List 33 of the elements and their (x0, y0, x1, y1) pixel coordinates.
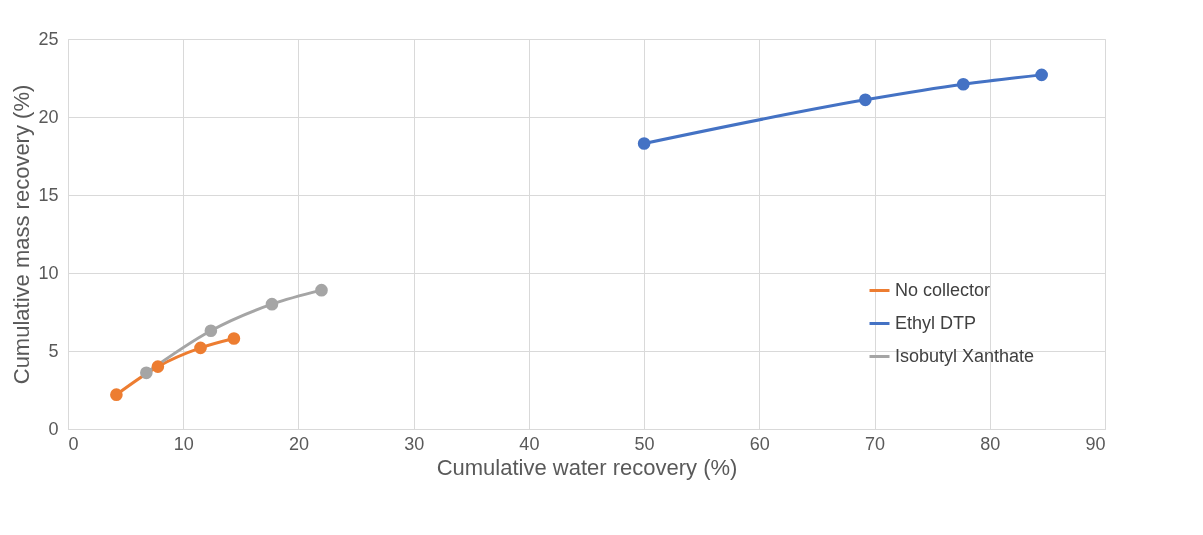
y-tick-label: 15 (38, 184, 59, 205)
x-tick-label: 80 (980, 433, 1001, 454)
point (265, 297, 279, 311)
x-tick-label: 20 (288, 433, 309, 454)
point (194, 341, 207, 355)
x-axis-title: Cumulative water recovery (%) (436, 454, 738, 480)
legend-label: Ethyl DTP (895, 312, 977, 333)
point (110, 388, 123, 401)
x-tick-label: 30 (404, 433, 425, 454)
point (140, 366, 153, 380)
legend-label: No collector (895, 279, 991, 300)
point (859, 93, 872, 107)
x-tick-label: 10 (173, 433, 194, 454)
x-tick-label: 0 (68, 433, 79, 454)
y-tick-label: 5 (48, 340, 59, 361)
x-tick-label: 90 (1085, 433, 1106, 454)
x-tick-label: 60 (749, 433, 770, 454)
point (204, 324, 218, 338)
point (956, 77, 970, 91)
point (1035, 68, 1048, 82)
legend-label: Isobutyl Xanthate (895, 345, 1035, 366)
x-tick-label: 70 (865, 433, 886, 454)
y-tick-label: 10 (38, 262, 59, 283)
y-axis-title: Cumulative mass recovery (%) (9, 84, 35, 385)
y-tick-label: 20 (38, 106, 59, 127)
x-tick-label: 40 (519, 433, 540, 454)
y-tick-label: 25 (38, 28, 59, 49)
point (227, 332, 241, 345)
x-tick-label: 50 (634, 433, 655, 454)
point (151, 360, 165, 373)
y-tick-label: 0 (48, 418, 59, 439)
point (637, 137, 651, 150)
point (315, 283, 328, 297)
